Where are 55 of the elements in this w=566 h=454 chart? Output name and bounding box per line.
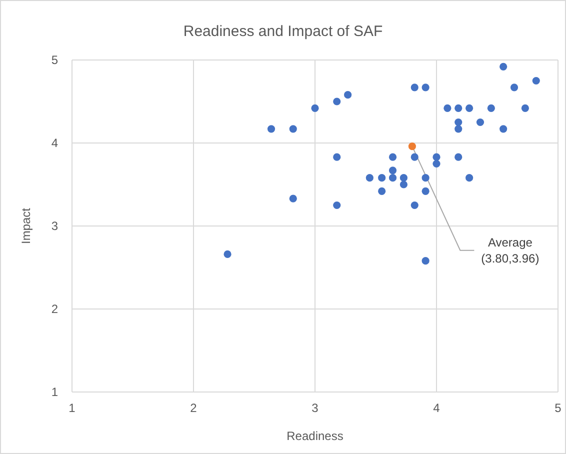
point bbox=[444, 104, 452, 112]
point bbox=[466, 174, 474, 182]
point bbox=[378, 174, 386, 182]
point bbox=[366, 174, 374, 182]
point bbox=[454, 118, 462, 126]
y-tick-label: 1 bbox=[51, 385, 58, 399]
x-axis-title: Readiness bbox=[286, 429, 344, 443]
point bbox=[289, 194, 297, 202]
point bbox=[432, 160, 440, 168]
point bbox=[311, 104, 319, 112]
y-axis-title: Impact bbox=[19, 207, 33, 244]
point bbox=[378, 187, 386, 195]
y-tick-label: 3 bbox=[51, 219, 58, 233]
point bbox=[410, 201, 418, 210]
point bbox=[432, 153, 440, 161]
y-tick-label: 4 bbox=[51, 136, 58, 150]
point bbox=[388, 153, 397, 161]
point bbox=[267, 125, 276, 133]
chart-title: Readiness and Impact of SAF bbox=[183, 23, 383, 40]
point bbox=[333, 201, 341, 210]
point bbox=[224, 250, 232, 258]
point bbox=[400, 180, 408, 188]
point bbox=[500, 125, 508, 133]
x-tick-label: 1 bbox=[68, 401, 76, 415]
point bbox=[333, 98, 341, 106]
point bbox=[333, 153, 341, 161]
point bbox=[454, 153, 462, 161]
point bbox=[476, 118, 484, 126]
point bbox=[510, 84, 518, 92]
point bbox=[408, 142, 416, 150]
point bbox=[410, 153, 418, 161]
point bbox=[289, 125, 297, 133]
point bbox=[466, 104, 474, 112]
x-tick-label: 5 bbox=[554, 401, 562, 415]
point bbox=[532, 76, 540, 85]
point bbox=[500, 62, 508, 70]
point bbox=[422, 174, 430, 182]
point bbox=[388, 174, 397, 182]
y-tick-label: 2 bbox=[51, 302, 58, 316]
point bbox=[410, 84, 418, 92]
x-tick-label: 3 bbox=[312, 401, 319, 415]
x-tick-label: 2 bbox=[190, 401, 198, 415]
point bbox=[400, 174, 408, 182]
point bbox=[487, 104, 495, 112]
y-tick-label: 5 bbox=[51, 53, 58, 67]
point bbox=[454, 125, 462, 133]
point bbox=[344, 91, 352, 99]
point bbox=[388, 166, 397, 174]
point bbox=[422, 187, 430, 195]
annotation: Average (3.80,3.96) bbox=[481, 235, 540, 266]
point bbox=[454, 104, 462, 112]
point bbox=[422, 84, 430, 92]
x-tick-label: 4 bbox=[433, 401, 440, 415]
point bbox=[422, 257, 430, 265]
point bbox=[521, 104, 529, 112]
